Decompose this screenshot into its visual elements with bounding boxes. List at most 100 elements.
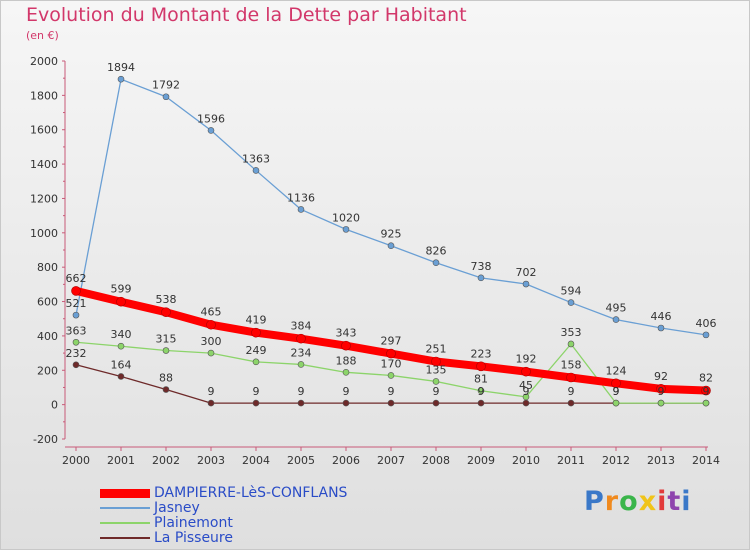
- y-tick-label: 800: [37, 261, 58, 274]
- data-point: [252, 167, 260, 174]
- data-point: [162, 386, 170, 393]
- data-label: 297: [381, 335, 402, 348]
- data-point: [522, 393, 530, 401]
- data-point: [612, 316, 620, 323]
- data-point: [162, 93, 170, 101]
- data-point: [206, 319, 216, 330]
- data-point: [342, 226, 350, 233]
- data-label: 9: [658, 385, 665, 398]
- data-label: 9: [298, 385, 305, 398]
- y-tick-label: -200: [33, 433, 58, 446]
- legend-label: Plainemont: [154, 515, 233, 531]
- legend-swatch: [100, 537, 150, 539]
- data-point: [657, 324, 665, 332]
- data-label: 232: [66, 347, 87, 360]
- data-point: [252, 358, 260, 366]
- data-label: 9: [433, 385, 440, 398]
- data-point: [431, 356, 441, 367]
- legend-label: DAMPIERRE-LèS-CONFLANS: [154, 485, 348, 501]
- logo-letter: t: [667, 486, 682, 517]
- data-label: 9: [703, 385, 710, 398]
- chart-unit-label: (en €): [26, 29, 59, 42]
- y-tick-label: 2000: [30, 55, 58, 68]
- data-point: [117, 342, 125, 350]
- data-point: [72, 361, 80, 369]
- data-point: [297, 399, 305, 407]
- x-tick-label: 2004: [242, 454, 270, 467]
- data-label: 340: [111, 328, 132, 341]
- data-label: 88: [159, 372, 173, 385]
- data-label: 738: [471, 260, 492, 273]
- data-label: 251: [426, 343, 447, 356]
- data-point: [432, 259, 440, 267]
- data-label: 384: [291, 320, 312, 333]
- data-point: [387, 399, 395, 407]
- data-point: [521, 366, 531, 377]
- data-label: 353: [561, 326, 582, 339]
- y-tick-label: 1800: [30, 89, 58, 102]
- data-label: 538: [156, 293, 177, 306]
- data-point: [72, 311, 80, 319]
- data-point: [296, 333, 306, 344]
- data-label: 594: [561, 285, 582, 298]
- data-point: [477, 274, 485, 282]
- data-point: [522, 399, 530, 407]
- data-label: 9: [568, 385, 575, 398]
- data-label: 9: [208, 385, 215, 398]
- data-label: 170: [381, 357, 402, 370]
- y-tick-label: 200: [37, 364, 58, 377]
- data-point: [476, 361, 486, 372]
- logo-letter: r: [604, 486, 620, 517]
- data-point: [252, 399, 260, 407]
- x-tick-label: 2007: [377, 454, 405, 467]
- legend-label: La Pisseure: [154, 530, 233, 546]
- data-point: [656, 384, 666, 394]
- data-point: [477, 399, 485, 407]
- data-point: [71, 286, 81, 296]
- y-tick-label: 1600: [30, 124, 58, 137]
- data-label: 1363: [242, 152, 270, 165]
- data-point: [342, 399, 350, 407]
- logo-letter: i: [657, 486, 668, 517]
- data-point: [702, 331, 710, 339]
- data-label: 826: [426, 245, 447, 258]
- data-point: [387, 372, 395, 379]
- logo-letter: o: [619, 486, 639, 517]
- data-label: 599: [111, 283, 132, 296]
- data-label: 419: [246, 314, 267, 327]
- legend-swatch: [100, 507, 150, 509]
- data-point: [657, 399, 665, 407]
- data-point: [207, 349, 215, 357]
- data-label: 315: [156, 333, 177, 346]
- data-point: [522, 280, 530, 288]
- data-label: 158: [561, 358, 582, 371]
- data-point: [567, 399, 575, 407]
- data-point: [701, 385, 711, 396]
- y-tick-label: 1200: [30, 192, 58, 205]
- x-tick-label: 2000: [62, 454, 90, 467]
- data-point: [386, 348, 396, 359]
- data-label: 465: [201, 306, 222, 319]
- data-label: 9: [253, 385, 260, 398]
- x-tick-label: 2006: [332, 454, 360, 467]
- data-label: 1596: [197, 112, 225, 125]
- y-tick-label: 1400: [30, 158, 58, 171]
- x-tick-label: 2001: [107, 454, 135, 467]
- data-label: 92: [654, 370, 668, 383]
- data-point: [251, 327, 261, 338]
- data-label: 1136: [287, 191, 315, 204]
- x-tick-label: 2005: [287, 454, 315, 467]
- logo-letter: P: [584, 486, 605, 517]
- data-point: [297, 361, 305, 368]
- data-label: 45: [519, 379, 533, 392]
- data-label: 192: [516, 353, 537, 366]
- x-tick-label: 2010: [512, 454, 540, 467]
- proxiti-logo: Proxiti: [584, 486, 692, 517]
- x-tick-label: 2003: [197, 454, 225, 467]
- data-label: 188: [336, 354, 357, 367]
- y-tick-label: 1000: [30, 227, 58, 240]
- y-tick-label: 600: [37, 296, 58, 309]
- logo-letter: x: [638, 486, 658, 517]
- x-tick-label: 2008: [422, 454, 450, 467]
